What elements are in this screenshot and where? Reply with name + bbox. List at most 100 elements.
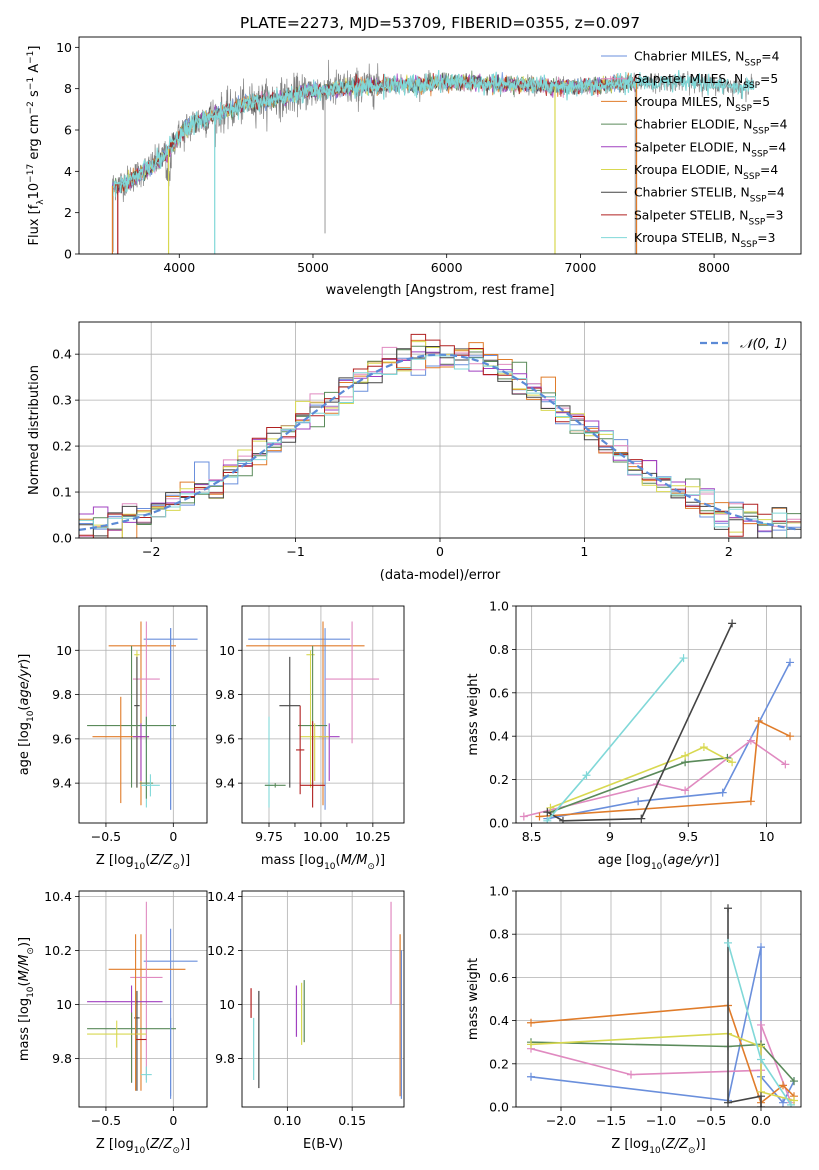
series-marker-salpeter_miles — [746, 736, 755, 745]
legend-label: Kroupa STELIB, NSSP=3 — [634, 231, 775, 250]
y-tick-label: 10.4 — [207, 889, 235, 904]
label-part: age/yr — [17, 662, 32, 705]
label-part: =5 — [760, 72, 778, 86]
y-tick-label: 10.2 — [207, 943, 235, 958]
label-part: Salpeter STELIB, N — [634, 208, 749, 222]
y-tick-label: 10 — [219, 643, 235, 658]
series-marker-chabrier_miles — [718, 788, 727, 797]
y-tick-label: 0.1 — [52, 485, 72, 500]
label-part: −17 — [26, 164, 36, 183]
label-part: ] — [27, 46, 42, 51]
label-part: age [log — [598, 853, 651, 868]
legend: Chabrier MILES, NSSP=4 Salpeter MILES, NS… — [601, 50, 788, 250]
label-part: ( — [145, 1137, 150, 1152]
series-marker-salpeter_miles — [681, 786, 690, 795]
y-tick-label: 9.8 — [215, 1051, 235, 1066]
axes-frame — [78, 605, 208, 824]
label-part: ( — [17, 981, 32, 986]
y-tick-label: 0.2 — [489, 772, 509, 787]
plot-area — [516, 606, 801, 823]
axes-weight-vs-Z: −2.0 −1.5 −1.0 −0.5 0.0 0.0 0.2 0.4 0.6 0.8 1.0 Z [… — [466, 884, 802, 1156]
y-tick-label: 1.0 — [489, 599, 509, 614]
legend-label: Chabrier MILES, NSSP=4 — [634, 50, 780, 69]
y-tick-label: 10 — [56, 997, 72, 1012]
y-tick-label: 10.4 — [44, 889, 72, 904]
y-tick-label: 0.0 — [52, 531, 72, 546]
y-tick-label: 4 — [64, 164, 72, 179]
x-tick-label: 0.0 — [751, 1113, 771, 1128]
label-part: Z/Z — [665, 1137, 689, 1152]
series-line-kroupa_stelib — [727, 942, 792, 1106]
x-tick-label: 10.25 — [355, 829, 391, 844]
label-part: Z/Z — [149, 1137, 173, 1152]
histogram-kroupa_stelib — [79, 355, 801, 538]
y-axis-label: Flux [fλ10−17 erg cm−2 s−1 A−1] — [26, 46, 46, 246]
histogram-salpeter_stelib — [79, 333, 801, 538]
series-marker-chabrier_miles — [779, 1098, 787, 1107]
series-marker-kroupa_elodie — [757, 1042, 765, 1051]
label-part: age [log — [17, 722, 32, 775]
label-part: =4 — [769, 118, 787, 132]
x-tick-label: −1 — [286, 544, 304, 559]
series-marker-chabrier_elodie — [790, 1077, 798, 1086]
label-part: 10 — [324, 862, 336, 872]
y-tick-label: 10 — [56, 643, 72, 658]
y-tick-label: 10.2 — [44, 943, 72, 958]
series-line-chabrier_stelib — [727, 908, 762, 1107]
x-tick-label: 7000 — [564, 260, 596, 275]
label-part: A — [27, 64, 42, 77]
x-tick-label: −0.5 — [91, 829, 121, 844]
label-part: SSP — [740, 240, 757, 250]
series-line-salpeter_miles — [523, 739, 786, 818]
axes-mass-vs-EBV: 0.10 0.15 9.8 10 10.2 10.4 E(B-V) — [207, 889, 405, 1152]
label-part: SSP — [751, 149, 768, 159]
label-part: mass [log — [17, 998, 32, 1061]
series-marker-chabrier_miles — [527, 1072, 535, 1081]
label-part: age/yr — [667, 853, 710, 868]
x-tick-label: 10 — [759, 829, 775, 844]
x-tick-label: 6000 — [431, 260, 463, 275]
label-part: 10 — [26, 986, 36, 998]
chart-title: PLATE=2273, MJD=53709, FIBERID=0355, z=0… — [240, 14, 640, 32]
x-axis-label: Z [log10(Z/Z⊙)] — [611, 1137, 705, 1156]
axes-frame — [515, 605, 802, 824]
y-tick-label: 0.3 — [52, 393, 72, 408]
series-marker-kroupa_stelib — [787, 1100, 795, 1107]
axes-frame — [241, 605, 405, 824]
x-axis-label: Z [log10(Z/Z⊙)] — [96, 853, 190, 872]
label-part: =5 — [752, 95, 770, 109]
plot-area — [79, 606, 207, 823]
legend-label: 𝒩(0, 1) — [740, 337, 787, 352]
y-tick-label: 8 — [64, 81, 72, 96]
label-part: =3 — [757, 231, 775, 245]
y-axis-label: Normed distribution — [27, 365, 42, 495]
y-axis-label: age [log10(age/yr)] — [17, 654, 36, 776]
plot-area — [79, 322, 801, 538]
series-marker-kroupa_miles — [779, 1081, 787, 1090]
series-line-kroupa_elodie — [550, 746, 733, 809]
label-part: )] — [375, 853, 385, 868]
model-spectrum-kroupa-stelib-extended — [112, 69, 755, 194]
series-marker-kroupa_miles — [535, 812, 544, 821]
series-line-chabrier_miles — [547, 662, 791, 820]
legend-label: Salpeter MILES, NSSP=5 — [634, 72, 778, 91]
x-tick-label: −2.0 — [546, 1113, 576, 1128]
plot-area — [242, 606, 404, 823]
histogram-salpeter_elodie — [79, 348, 801, 532]
series-marker-chabrier_miles — [757, 943, 765, 952]
x-axis-label: age [log10(age/yr)] — [598, 853, 720, 872]
y-tick-label: 0.8 — [489, 927, 509, 942]
series-marker-kroupa_elodie — [790, 1096, 798, 1105]
series-marker-kroupa_stelib — [757, 1055, 765, 1064]
label-part: M/M — [17, 955, 32, 982]
label-part: ( — [661, 1137, 666, 1152]
legend-label: Salpeter ELODIE, NSSP=4 — [634, 140, 786, 159]
label-part: SSP — [743, 81, 760, 91]
label-part: Kroupa ELODIE, N — [634, 163, 743, 177]
x-axis-label: Z [log10(Z/Z⊙)] — [96, 1137, 190, 1156]
series-line-chabrier_miles — [530, 947, 795, 1105]
label-part: ⊙ — [688, 1146, 696, 1156]
plot-area — [111, 59, 755, 254]
